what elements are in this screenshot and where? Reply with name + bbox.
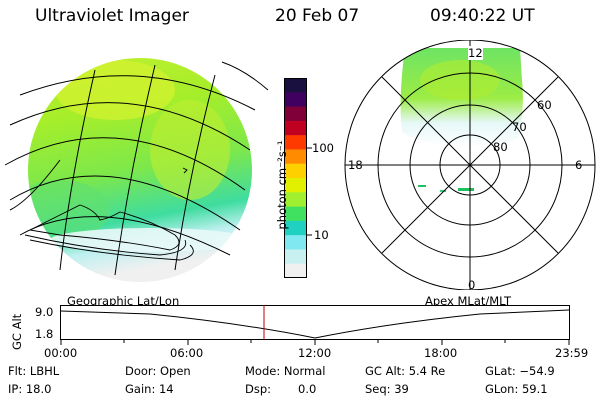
colorbar-swatch <box>284 178 307 193</box>
colorbar-ticks <box>306 147 312 236</box>
coastline-outlines <box>24 167 194 261</box>
info-glat: GLat: −54.9 <box>485 364 555 378</box>
colorbar-unit-label: photon cm⁻²s⁻¹ <box>275 140 289 230</box>
polar-label-80: 80 <box>493 140 508 154</box>
polar-label-70: 70 <box>512 120 527 134</box>
colorbar-swatches <box>284 78 307 278</box>
colorbar-swatch <box>284 263 307 278</box>
tick-1800: 18:00 <box>424 346 458 360</box>
colorbar-swatch <box>284 149 307 165</box>
colorbar-swatch <box>284 106 307 122</box>
colorbar-swatch <box>284 220 307 236</box>
colorbar-swatch <box>284 135 307 150</box>
colorbar <box>284 78 307 278</box>
colorbar-swatch <box>284 78 307 93</box>
polar-label-18: 18 <box>348 158 363 172</box>
tick-2359: 23:59 <box>555 346 589 360</box>
colorbar-swatch <box>284 235 307 250</box>
info-dsp-label: Dsp: <box>245 382 272 396</box>
timeline-y-label: GC Alt <box>10 313 24 350</box>
timeline-geo-label: Geographic Lat/Lon <box>67 294 180 308</box>
colorbar-swatch <box>284 192 307 208</box>
geographic-disk-image <box>4 58 269 282</box>
polar-grid <box>344 40 596 290</box>
info-mode: Mode: Normal <box>245 364 326 378</box>
timeline-y-bottom: 1.8 <box>35 327 54 341</box>
polar-label-0: 0 <box>468 278 476 292</box>
tick-0000: 00:00 <box>44 346 78 360</box>
info-dsp-value: 0.0 <box>298 382 317 396</box>
info-flt: Flt: LBHL <box>8 364 60 378</box>
colorbar-swatch <box>284 163 307 179</box>
tick-0600: 06:00 <box>170 346 204 360</box>
polar-label-60: 60 <box>537 98 552 112</box>
app-title: Ultraviolet Imager <box>35 6 189 26</box>
polar-label-12: 12 <box>468 46 483 60</box>
info-ip: IP: 18.0 <box>8 382 52 396</box>
info-gain: Gain: 14 <box>125 382 174 396</box>
time-label: 09:40:22 UT <box>430 6 535 26</box>
polar-label-6: 6 <box>575 158 583 172</box>
timeline-apex-label: Apex MLat/MLT <box>425 294 512 308</box>
info-door: Door: Open <box>125 364 191 378</box>
info-gc-alt: GC Alt: 5.4 Re <box>365 364 446 378</box>
timeline-y-top: 9.0 <box>35 305 54 319</box>
colorbar-tick-100: 100 <box>312 141 334 155</box>
tick-1200: 12:00 <box>298 346 332 360</box>
polar-plot <box>344 40 596 290</box>
info-seq: Seq: 39 <box>365 382 409 396</box>
colorbar-swatch <box>284 206 307 222</box>
timeline-plot[interactable] <box>60 305 575 349</box>
date-label: 20 Feb 07 <box>275 6 360 26</box>
disk-emission <box>28 58 252 282</box>
info-glon: GLon: 59.1 <box>485 382 548 396</box>
colorbar-swatch <box>284 92 307 108</box>
colorbar-tick-10: 10 <box>314 228 329 242</box>
colorbar-swatch <box>284 120 307 136</box>
timeline-ticks <box>60 340 570 345</box>
colorbar-swatch <box>284 249 307 265</box>
timeline-frame <box>60 305 570 340</box>
altitude-curve <box>60 309 570 339</box>
disk-grid-lines <box>4 61 269 276</box>
polar-emission <box>400 48 523 192</box>
